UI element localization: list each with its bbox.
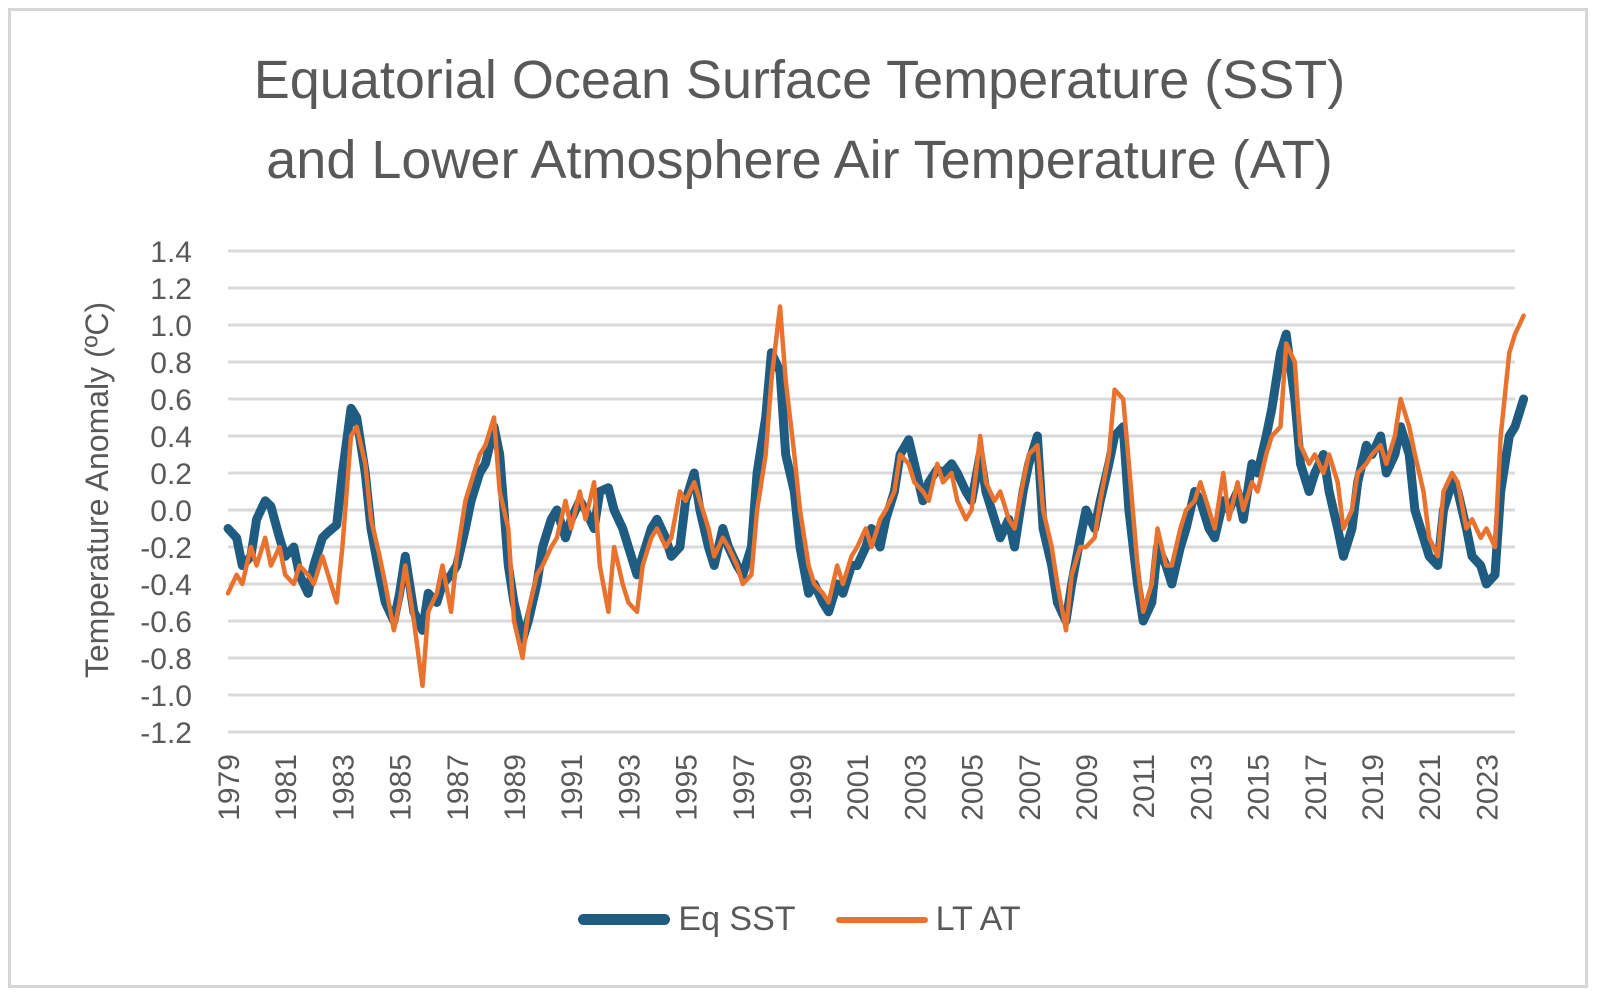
series-lines (223, 304, 1529, 689)
x-tick-label: 2005 (957, 754, 990, 821)
y-tick-label: -0.2 (140, 532, 192, 565)
x-tick-label: 1997 (728, 754, 761, 821)
x-tick-label: 2015 (1243, 754, 1276, 821)
x-tick-label: 2023 (1471, 754, 1504, 821)
x-tick-label: 2003 (899, 754, 932, 821)
x-tick-label: 2009 (1071, 754, 1104, 821)
y-tick-label: 1.4 (150, 236, 192, 269)
y-tick-label: -1.0 (140, 680, 192, 713)
x-tick-label: 2013 (1185, 754, 1218, 821)
y-tick-label: 0.0 (150, 495, 192, 528)
legend-item-lt-at: LT AT (835, 900, 1021, 939)
y-axis-title: Temperature Anomaly (ºC) (79, 302, 115, 678)
x-tick-label: 1991 (556, 754, 589, 821)
chart-title-line-2: and Lower Atmosphere Air Temperature (AT… (266, 130, 1333, 190)
x-tick-label: 1983 (327, 754, 360, 821)
x-tick-label: 2019 (1357, 754, 1390, 821)
legend: Eq SST LT AT (0, 900, 1599, 939)
series-line-eq-sst (223, 329, 1529, 644)
x-tick-label: 1985 (385, 754, 418, 821)
y-tick-label: 0.8 (150, 347, 192, 380)
x-tick-label: 1995 (671, 754, 704, 821)
y-tick-label: 0.6 (150, 384, 192, 417)
chart-title-line-1: Equatorial Ocean Surface Temperature (SS… (253, 50, 1346, 110)
x-tick-label: 1979 (213, 754, 246, 821)
x-tick-label: 2021 (1414, 754, 1447, 821)
x-tick-label: 1981 (270, 754, 303, 821)
x-axis-ticks: 1979 1981 1983 1985 1987 1989 1991 1993 1995 1997… (213, 754, 1504, 821)
y-tick-label: 0.2 (150, 458, 192, 491)
legend-label-eq-sst: Eq SST (678, 900, 796, 938)
y-tick-label: -0.8 (140, 643, 192, 676)
legend-swatch-lt-at (835, 916, 928, 923)
y-tick-label: -0.6 (140, 606, 192, 639)
x-tick-label: 1999 (785, 754, 818, 821)
y-tick-label: 1.2 (150, 273, 192, 306)
x-tick-label: 2007 (1014, 754, 1047, 821)
legend-label-lt-at: LT AT (935, 900, 1021, 938)
x-tick-label: 2017 (1300, 754, 1333, 821)
x-tick-label: 1989 (499, 754, 532, 821)
legend-swatch-eq-sst (578, 914, 671, 925)
x-tick-label: 1993 (613, 754, 646, 821)
x-tick-label: 2001 (842, 754, 875, 821)
x-tick-label: 1987 (442, 754, 475, 821)
y-tick-label: -0.4 (140, 569, 192, 602)
legend-item-eq-sst: Eq SST (578, 900, 796, 939)
gridlines (228, 249, 1515, 734)
y-axis-ticks: 1.4 1.2 1.0 0.8 0.6 0.4 0.2 0.0 -0.2 -0.4 -0.6 -0.8… (140, 236, 192, 750)
series-line-lt-at (225, 304, 1526, 689)
y-tick-label: -1.2 (140, 717, 192, 750)
chart-title: Equatorial Ocean Surface Temperature (SS… (0, 40, 1599, 200)
y-tick-label: 0.4 (150, 421, 192, 454)
y-tick-label: 1.0 (150, 310, 192, 343)
x-tick-label: 2011 (1128, 754, 1161, 819)
